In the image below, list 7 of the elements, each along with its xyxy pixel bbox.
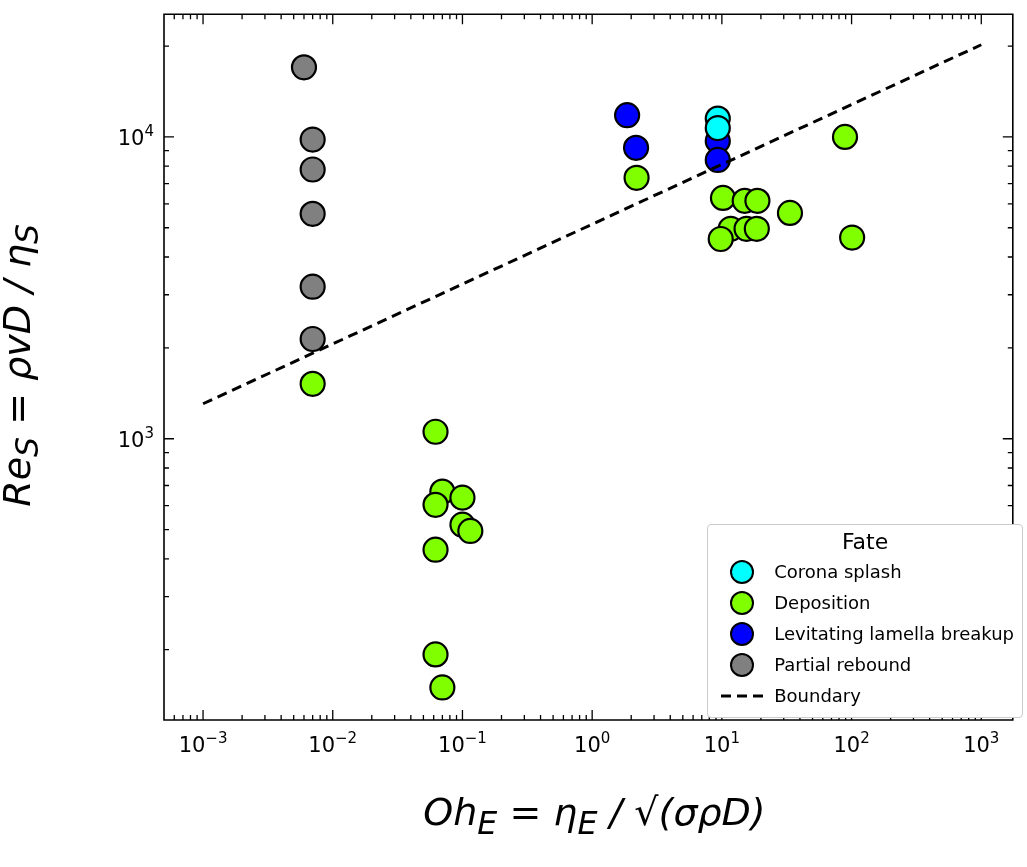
legend-title: Fate	[840, 529, 890, 554]
legend-label: Partial rebound	[774, 654, 912, 675]
legend-label: Boundary	[774, 685, 861, 706]
legend-label: Deposition	[774, 592, 871, 613]
x-axis-title: Oh$_{E}$ = η$_{E}$ / √(σρD)	[422, 790, 767, 841]
legend-label: Corona splash	[774, 561, 902, 582]
legend-label: Levitating lamella breakup	[774, 623, 1014, 644]
